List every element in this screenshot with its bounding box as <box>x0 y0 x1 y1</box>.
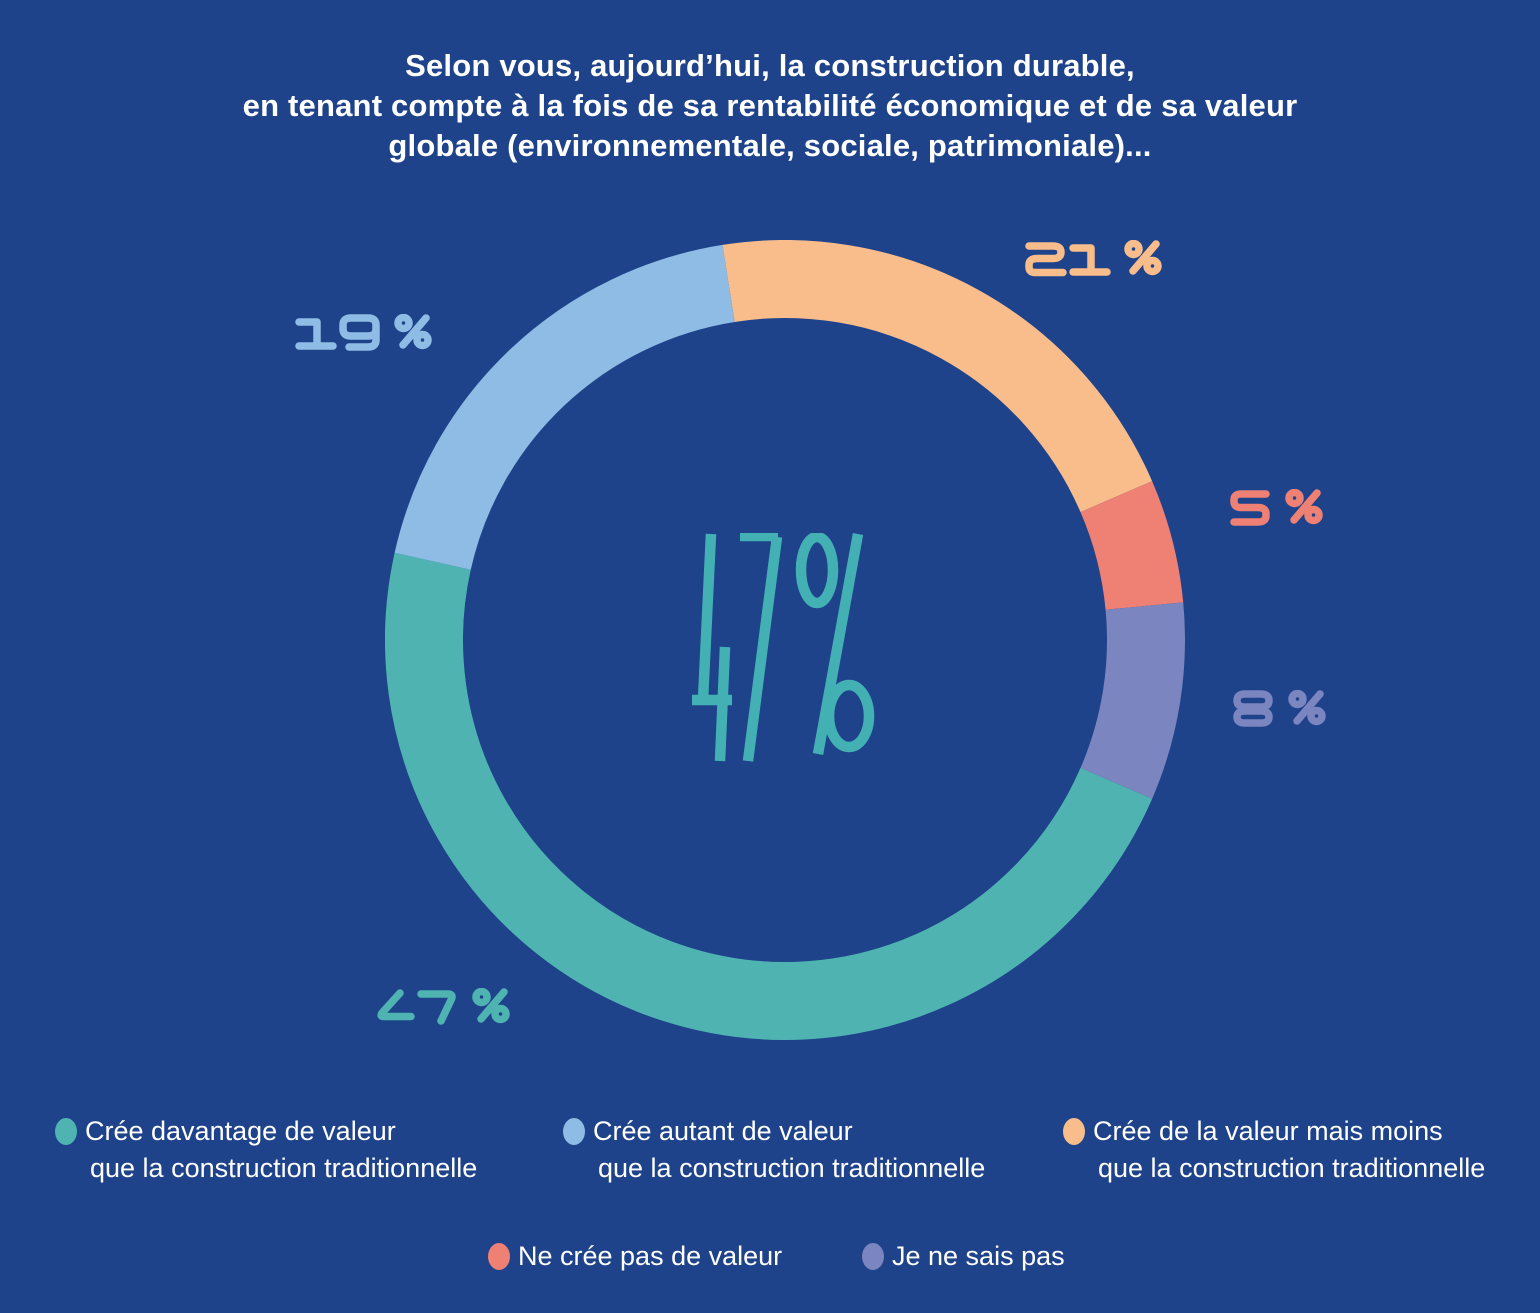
callout-47-percent <box>373 988 511 1026</box>
legend-label: Crée davantage de valeur <box>85 1116 396 1146</box>
chart-title-line1: Selon vous, aujourd’hui, la construction… <box>405 48 1135 83</box>
legend-dot-teal-icon <box>55 1118 77 1145</box>
legend-item-je-ne-sais-pas: Je ne sais pas <box>862 1238 1065 1275</box>
donut-segment <box>1080 481 1184 611</box>
legend-dot-lightblue-icon <box>563 1118 585 1145</box>
chart-title-line2: en tenant compte à la fois de sa rentabi… <box>242 88 1298 123</box>
legend-label: que la construction traditionnelle <box>1098 1153 1486 1183</box>
legend-item-ne-cree-pas: Ne crée pas de valeur <box>488 1238 782 1275</box>
center-value-glyphs <box>692 533 875 762</box>
legend-label: Crée de la valeur mais moins <box>1093 1116 1443 1146</box>
center-value: 47% <box>691 533 875 762</box>
legend-item-cree-davantage: Crée davantage de valeur que la construc… <box>55 1113 477 1187</box>
legend-label: que la construction traditionnelle <box>90 1153 478 1183</box>
legend-item-cree-autant: Crée autant de valeur que la constructio… <box>563 1113 985 1187</box>
legend-label: Ne crée pas de valeur <box>518 1241 783 1271</box>
donut-segment <box>722 240 1153 513</box>
donut-segment <box>394 244 736 571</box>
donut-chart <box>385 240 1185 1040</box>
callout-19-percent <box>295 314 433 352</box>
chart-title-line3: globale (environnementale, sociale, patr… <box>388 128 1152 163</box>
callout-5-percent <box>1230 489 1324 527</box>
legend-dot-peach-icon <box>1063 1118 1085 1145</box>
legend-label: Crée autant de valeur <box>593 1116 853 1146</box>
legend-label: Je ne sais pas <box>892 1241 1065 1271</box>
donut-ring <box>385 240 1185 1040</box>
callout-8-percent <box>1233 690 1327 728</box>
callout-21-percent <box>1025 240 1163 278</box>
chart-title: Selon vous, aujourd’hui, la construction… <box>0 46 1540 166</box>
legend-dot-salmon-icon <box>488 1243 510 1270</box>
legend-label: que la construction traditionnelle <box>598 1153 986 1183</box>
donut-segment <box>1080 602 1185 799</box>
legend-item-cree-moins: Crée de la valeur mais moins que la cons… <box>1063 1113 1485 1187</box>
donut-segment <box>385 552 1153 1040</box>
legend-dot-purple-icon <box>862 1243 884 1270</box>
